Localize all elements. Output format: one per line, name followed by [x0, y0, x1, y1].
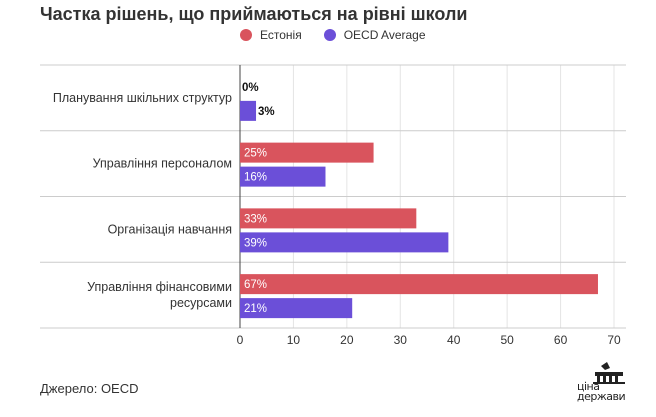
- logo-line-1: ціна: [577, 380, 600, 393]
- bar-series-0-cat-3: [240, 274, 598, 295]
- x-tick-label-7: 70: [607, 333, 621, 347]
- chart-title: Частка рішень, що приймаються на рівні ш…: [40, 4, 468, 24]
- source-note: Джерело: OECD: [40, 381, 139, 396]
- data-label-series-0-cat-2: 33%: [244, 213, 267, 225]
- legend-swatch-series-1: [323, 29, 336, 41]
- bar-series-1-cat-2: [240, 232, 449, 253]
- category-label-1: Управління персоналом: [93, 157, 232, 171]
- logo: ціна держави: [577, 360, 633, 404]
- data-label-series-1-cat-2: 39%: [244, 237, 267, 249]
- legend-item-series-0[interactable]: Естонія: [240, 28, 302, 42]
- logo-line-2: держави: [577, 390, 626, 403]
- data-label-series-1-cat-3: 21%: [244, 303, 267, 315]
- x-tick-label-5: 50: [500, 333, 514, 347]
- bar-series-1-cat-1: [240, 166, 326, 187]
- data-label-series-1-cat-1: 16%: [244, 172, 267, 184]
- logo-mark-icon: [593, 362, 625, 384]
- x-tick-label-2: 20: [340, 333, 354, 347]
- data-label-series-0-cat-1: 25%: [244, 148, 267, 160]
- logo-text: ціна держави: [577, 380, 633, 403]
- x-tick-label-0: 0: [237, 333, 244, 347]
- data-label-series-0-cat-0: 0%: [242, 82, 259, 94]
- x-tick-label-1: 10: [287, 333, 301, 347]
- bar-series-1-cat-3: [240, 298, 353, 319]
- category-label-3-line-1: ресурсами: [170, 296, 232, 310]
- bar-series-1-cat-0: [240, 100, 257, 121]
- data-label-series-1-cat-0: 3%: [258, 106, 275, 118]
- legend-swatch-series-0: [240, 29, 252, 41]
- category-label-2: Організація навчання: [108, 222, 232, 236]
- x-tick-label-3: 30: [394, 333, 408, 347]
- bar-series-0-cat-2: [240, 208, 417, 229]
- x-tick-label-6: 60: [554, 333, 568, 347]
- legend-label-series-1: OECD Average: [343, 28, 426, 42]
- data-label-series-0-cat-3: 67%: [244, 279, 267, 291]
- category-label-3-line-0: Управління фінансовими: [87, 280, 232, 294]
- bar-series-0-cat-1: [240, 142, 374, 163]
- legend-item-series-1[interactable]: OECD Average: [323, 28, 426, 42]
- legend: Естонія OECD Average: [240, 28, 448, 42]
- x-tick-label-4: 40: [447, 333, 461, 347]
- category-label-0: Планування шкільних структур: [53, 91, 232, 105]
- legend-label-series-0: Естонія: [260, 28, 302, 42]
